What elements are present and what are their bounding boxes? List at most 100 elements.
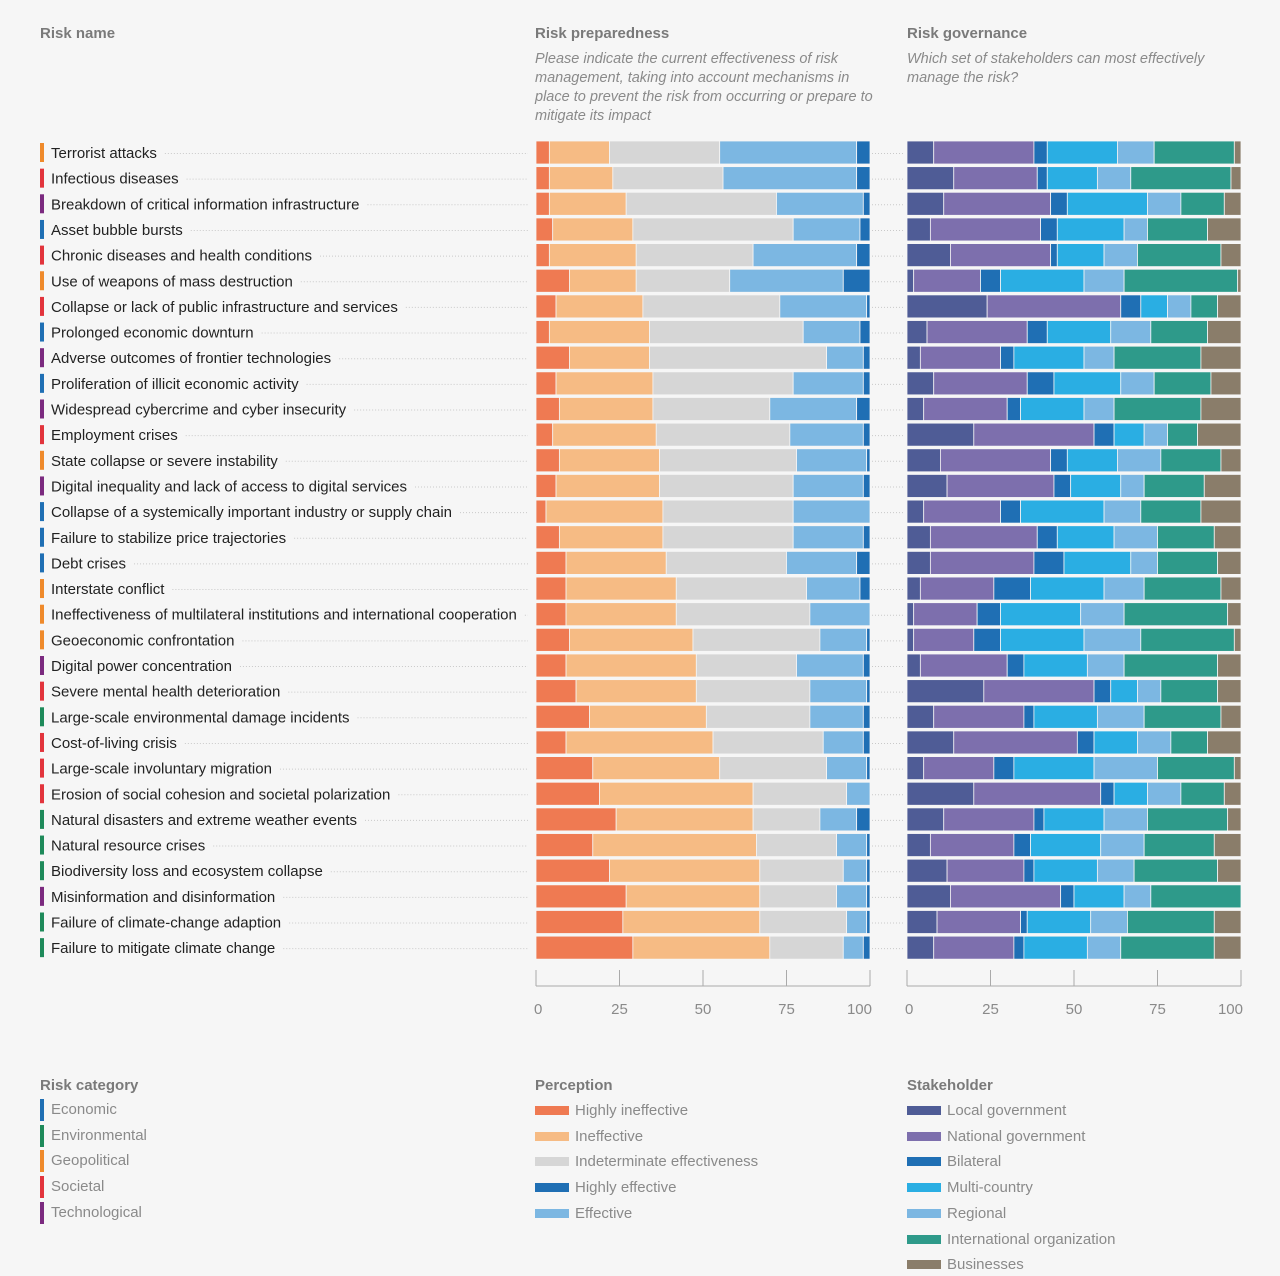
preparedness-segment [856,807,871,832]
governance-segment [1210,371,1242,396]
governance-segment [906,474,948,498]
preparedness-segment [535,679,577,704]
governance-segment [1113,345,1202,370]
governance-segment [1066,448,1118,473]
governance-segment [936,910,1021,934]
preparedness-segment [535,884,627,909]
preparedness-segment [652,371,794,396]
governance-segment [933,140,1035,165]
governance-segment [1147,191,1182,216]
governance-segment [1140,499,1202,524]
stakeholder-legend-title: Stakeholder [907,1077,993,1094]
governance-segment [1083,627,1142,652]
governance-segment [943,807,1035,832]
preparedness-segment [769,935,844,960]
category-marker [40,732,44,752]
preparedness-segment [866,910,871,934]
governance-segment [1237,268,1242,293]
preparedness-segment [535,525,560,550]
preparedness-segment [622,910,761,934]
governance-segment [1100,781,1115,806]
risk-label: Natural disasters and extreme weather ev… [51,812,357,829]
governance-segment [1056,525,1115,550]
risk-label: Debt crises [51,555,126,572]
preparedness-tick-label: 75 [778,1001,795,1018]
preparedness-segment [535,474,557,498]
category-legend-title: Risk category [40,1077,139,1094]
governance-segment [953,730,1078,755]
preparedness-segment [612,166,724,191]
risk-label: Adverse outcomes of frontier technologie… [51,350,331,367]
preparedness-segment [862,525,871,550]
governance-segment [923,499,1001,524]
governance-segment [940,448,1052,473]
preparedness-segment [822,730,864,755]
preparedness-segment [792,371,864,396]
governance-segment [1023,704,1035,729]
governance-segment [1200,499,1242,524]
governance-segment [1130,551,1158,575]
governance-segment [929,833,1015,857]
legend-swatch [40,1201,44,1224]
perception-legend-title: Perception [535,1077,613,1094]
preparedness-segment [836,884,868,909]
category-marker [40,425,44,445]
category-marker [40,450,44,470]
preparedness-segment [555,371,654,396]
category-marker [40,758,44,778]
risk-label: Misinformation and disinformation [51,889,275,906]
governance-segment [919,653,1008,678]
preparedness-segment [842,268,871,293]
governance-segment [1220,448,1242,473]
legend-label: Multi-country [947,1179,1033,1197]
governance-segment [1023,858,1035,883]
governance-segment [1233,140,1242,165]
governance-segment [1147,781,1182,806]
governance-segment [1000,268,1085,293]
governance-segment [1143,474,1205,498]
governance-segment [1220,704,1242,729]
preparedness-segment [535,499,547,524]
preparedness-segment [769,397,858,421]
preparedness-segment [809,602,871,627]
risk-label: State collapse or severe instability [51,453,278,470]
governance-segment [1023,653,1088,678]
governance-segment [1130,166,1232,191]
preparedness-segment [565,576,677,601]
governance-segment [1203,474,1242,498]
governance-segment [1093,730,1138,755]
category-marker [40,245,44,265]
governance-segment [1013,345,1085,370]
governance-segment [906,191,945,216]
preparedness-segment [558,397,654,421]
preparedness-segment [535,140,550,165]
preparedness-segment [535,756,594,780]
preparedness-segment [796,448,868,473]
legend-label: Effective [575,1204,633,1222]
governance-segment [1167,422,1198,447]
preparedness-segment [712,730,824,755]
category-marker [40,373,44,393]
preparedness-segment [575,679,697,704]
governance-segment [906,858,948,883]
legend-swatch [535,1157,569,1167]
governance-tick-label: 75 [1149,1001,1166,1018]
preparedness-segment [569,268,637,293]
category-marker [40,579,44,599]
risk-label: Large-scale environmental damage inciden… [51,709,350,726]
preparedness-segment [535,910,624,934]
governance-segment [926,320,1028,344]
legend-label: International organization [947,1230,1116,1248]
preparedness-segment [569,345,650,370]
governance-segment [1103,576,1145,601]
legend-swatch [535,1208,569,1218]
governance-segment [973,627,1001,652]
risk-label: Digital power concentration [51,658,232,675]
governance-segment [1050,448,1068,473]
governance-segment [906,448,941,473]
risk-label: Infectious diseases [51,171,179,188]
preparedness-segment [662,499,794,524]
governance-segment [1050,243,1058,268]
preparedness-segment [756,833,838,857]
governance-segment [1217,294,1242,319]
